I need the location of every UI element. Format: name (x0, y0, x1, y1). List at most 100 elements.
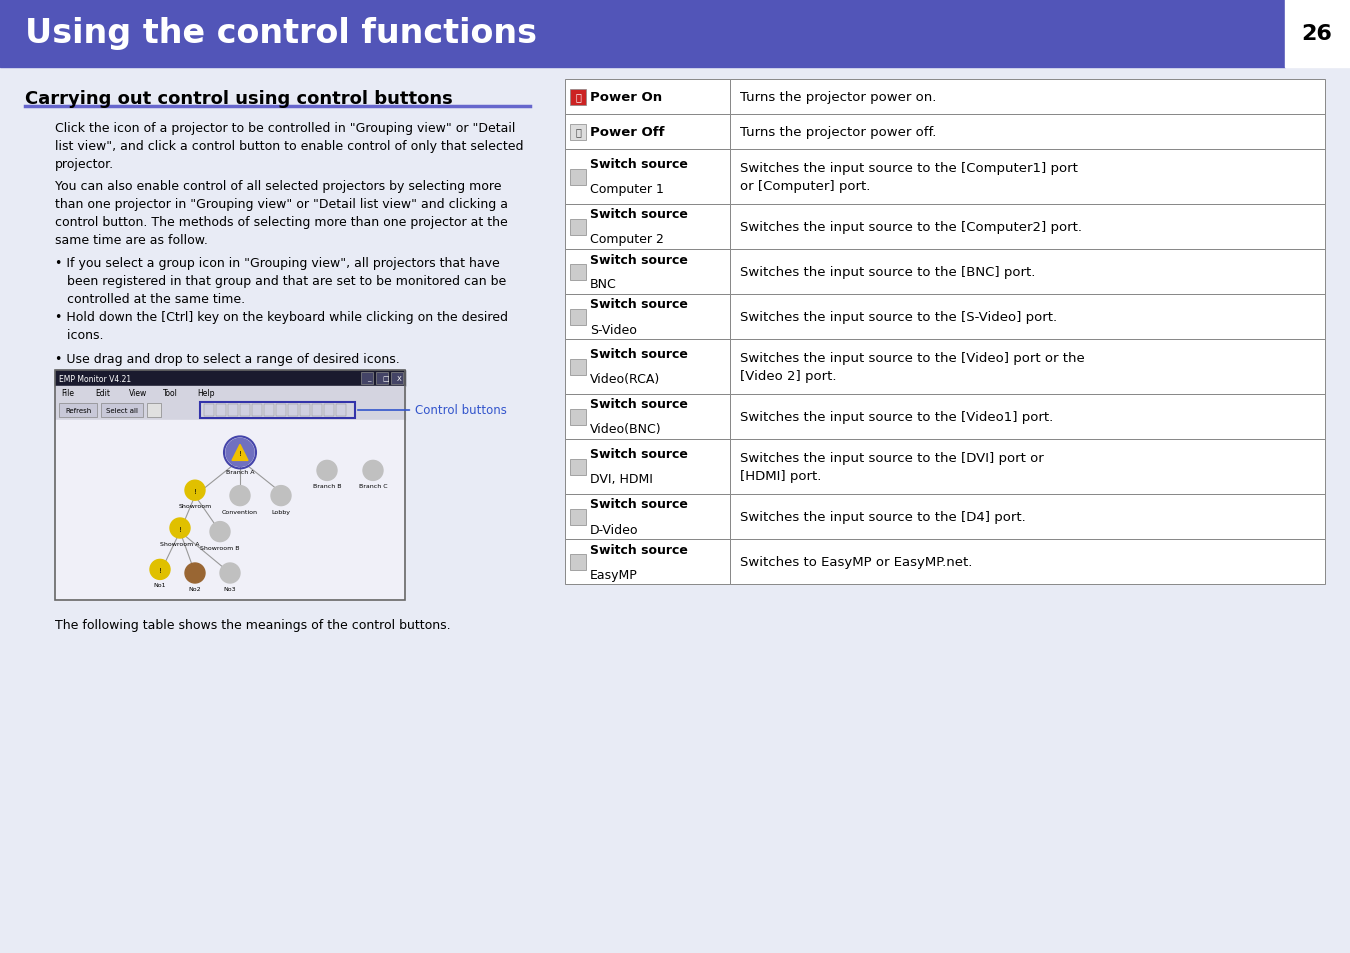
Bar (566, 539, 730, 584)
Circle shape (185, 480, 205, 500)
Bar (570, 170, 586, 185)
Text: Control buttons: Control buttons (358, 404, 506, 417)
Text: Turns the projector power off.: Turns the projector power off. (740, 126, 937, 139)
Text: EMP Monitor V4.21: EMP Monitor V4.21 (59, 375, 131, 383)
Text: Branch C: Branch C (359, 484, 387, 489)
Bar (730, 80, 1324, 115)
Bar (275, 405, 286, 416)
Bar (216, 405, 225, 416)
Bar (730, 395, 1324, 439)
Bar (570, 409, 586, 425)
Text: You can also enable control of all selected projectors by selecting more
than on: You can also enable control of all selec… (55, 180, 508, 247)
Text: Showroom B: Showroom B (200, 545, 240, 550)
Text: Switch source: Switch source (590, 498, 688, 511)
Text: View: View (130, 389, 147, 398)
Text: Select all: Select all (107, 408, 138, 414)
Text: Switch source: Switch source (590, 448, 688, 461)
Circle shape (211, 522, 230, 542)
Text: □: □ (382, 375, 389, 381)
Bar (59, 403, 97, 417)
Text: No3: No3 (224, 586, 236, 592)
Bar (377, 373, 387, 385)
Text: Switches the input source to the [Video] port or the
[Video 2] port.: Switches the input source to the [Video]… (740, 352, 1085, 382)
Text: !: ! (239, 451, 242, 456)
Text: Showroom A: Showroom A (161, 541, 200, 546)
Bar (730, 115, 1324, 150)
Bar (730, 250, 1324, 294)
Circle shape (271, 486, 292, 506)
Text: • Hold down the [Ctrl] key on the keyboard while clicking on the desired
   icon: • Hold down the [Ctrl] key on the keyboa… (55, 311, 508, 341)
Bar (566, 395, 730, 439)
Text: Power On: Power On (590, 91, 662, 104)
Bar (566, 250, 730, 294)
Bar (288, 405, 298, 416)
Text: Switch source: Switch source (590, 543, 688, 556)
Bar (101, 403, 143, 417)
Text: Showroom: Showroom (178, 504, 212, 509)
Bar (730, 294, 1324, 339)
Bar (566, 115, 730, 150)
Text: ⏻: ⏻ (575, 128, 580, 137)
Text: EasyMP: EasyMP (590, 568, 637, 581)
Bar (1285, 0, 1350, 68)
Bar (566, 495, 730, 539)
Text: Click the icon of a projector to be controlled in "Grouping view" or "Detail
lis: Click the icon of a projector to be cont… (55, 122, 524, 171)
Text: Switches the input source to the [D4] port.: Switches the input source to the [D4] po… (740, 511, 1026, 523)
Bar (228, 405, 238, 416)
Bar (566, 339, 730, 395)
Polygon shape (232, 445, 248, 461)
Text: !: ! (193, 489, 197, 495)
Text: No1: No1 (154, 583, 166, 588)
Bar (730, 150, 1324, 205)
Circle shape (170, 518, 190, 538)
Bar (570, 554, 586, 570)
Text: Switches the input source to the [Computer1] port
or [Computer] port.: Switches the input source to the [Comput… (740, 162, 1077, 193)
Bar (570, 90, 586, 106)
Bar (392, 373, 404, 385)
Text: Refresh: Refresh (65, 408, 90, 414)
Circle shape (317, 461, 338, 481)
Text: !: ! (158, 568, 162, 574)
Text: Help: Help (197, 389, 215, 398)
Bar (240, 405, 250, 416)
Polygon shape (174, 522, 186, 535)
Circle shape (230, 486, 250, 506)
Bar (55, 420, 405, 600)
Text: Edit: Edit (95, 389, 109, 398)
Text: 26: 26 (1301, 24, 1332, 44)
Circle shape (185, 563, 205, 583)
Text: Computer 2: Computer 2 (590, 233, 664, 246)
Bar (570, 264, 586, 280)
Circle shape (363, 461, 383, 481)
Polygon shape (154, 564, 166, 576)
Bar (147, 403, 161, 417)
Bar (730, 495, 1324, 539)
Bar (730, 205, 1324, 250)
Text: Carrying out control using control buttons: Carrying out control using control butto… (26, 90, 452, 108)
Bar (324, 405, 333, 416)
Bar (312, 405, 323, 416)
Bar (55, 387, 405, 400)
Bar (730, 439, 1324, 495)
Bar (570, 459, 586, 475)
Text: Switches the input source to the [DVI] port or
[HDMI] port.: Switches the input source to the [DVI] p… (740, 452, 1044, 482)
Text: S-Video: S-Video (590, 323, 637, 336)
Bar (566, 150, 730, 205)
Text: Switch source: Switch source (590, 348, 688, 361)
Bar (360, 373, 373, 385)
Text: Power Off: Power Off (590, 126, 664, 139)
Bar (55, 371, 405, 387)
Text: Switch source: Switch source (590, 253, 688, 266)
Bar (300, 405, 310, 416)
Text: Switches the input source to the [Video1] port.: Switches the input source to the [Video1… (740, 411, 1053, 423)
Bar (566, 80, 730, 115)
Text: Switch source: Switch source (590, 209, 688, 221)
Text: Using the control functions: Using the control functions (26, 17, 537, 51)
Polygon shape (189, 485, 201, 497)
Text: _: _ (367, 375, 370, 381)
Bar (570, 219, 586, 235)
Text: Switches the input source to the [BNC] port.: Switches the input source to the [BNC] p… (740, 266, 1035, 278)
Circle shape (150, 559, 170, 579)
Text: The following table shows the meanings of the control buttons.: The following table shows the meanings o… (55, 618, 451, 631)
Text: • If you select a group icon in "Grouping view", all projectors that have
   bee: • If you select a group icon in "Groupin… (55, 256, 506, 306)
